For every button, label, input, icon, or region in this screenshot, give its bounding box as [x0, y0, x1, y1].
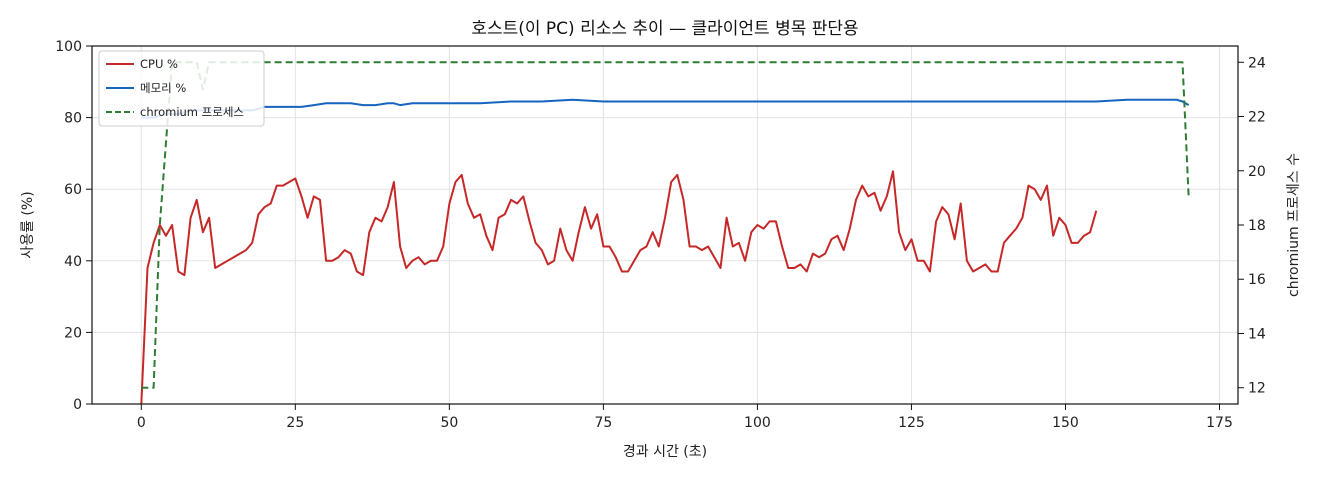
x-axis-ticks: 0 25 50 75 100 125 150 175: [137, 404, 1233, 431]
x-tick-label-1: 25: [286, 415, 304, 431]
y2-axis-label: chromium 프로세스 수: [1286, 153, 1302, 297]
y-axis-label: 사용률 (%): [20, 191, 36, 258]
x-tick-label-0: 0: [137, 415, 146, 431]
x-tick-label-2: 50: [440, 415, 458, 431]
chart-title: 호스트(이 PC) 리소스 추이 — 클라이언트 병목 판단용: [471, 19, 858, 39]
y2-tick-label-6: 24: [1248, 55, 1266, 71]
y-tick-label-4: 80: [64, 111, 82, 127]
y-axis-ticks: 0 20 40 60 80 100: [55, 39, 92, 413]
legend: CPU % 메모리 % chromium 프로세스: [98, 50, 265, 127]
y2-tick-label-3: 18: [1248, 218, 1266, 234]
y2-axis-ticks: 12 14 16 18 20 22 24: [1238, 55, 1266, 397]
y2-tick-label-2: 16: [1248, 272, 1266, 288]
x-tick-label-6: 150: [1052, 415, 1079, 431]
y-tick-label-1: 20: [64, 325, 82, 341]
x-tick-label-7: 175: [1206, 415, 1233, 431]
legend-label-chromium: chromium 프로세스: [140, 105, 244, 119]
y-tick-label-5: 100: [55, 39, 82, 55]
legend-label-memory: 메모리 %: [140, 81, 186, 95]
y2-tick-label-1: 14: [1248, 326, 1266, 342]
y2-tick-label-5: 22: [1248, 110, 1266, 126]
y-tick-label-2: 40: [64, 254, 82, 270]
x-axis-label: 경과 시간 (초): [623, 444, 707, 460]
x-tick-label-4: 100: [744, 415, 771, 431]
x-tick-label-3: 75: [594, 415, 612, 431]
legend-box: [98, 50, 265, 127]
y2-tick-label-4: 20: [1248, 164, 1266, 180]
series-line-0: [140, 170, 1098, 405]
y-tick-label-3: 60: [64, 182, 82, 198]
y-tick-label-0: 0: [73, 397, 82, 413]
x-tick-label-5: 125: [898, 415, 925, 431]
legend-label-cpu: CPU %: [140, 57, 178, 71]
y2-tick-label-0: 12: [1248, 381, 1266, 397]
